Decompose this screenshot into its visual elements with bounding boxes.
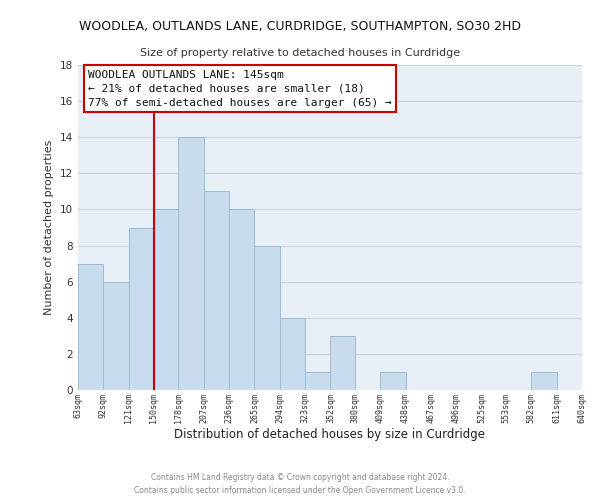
Y-axis label: Number of detached properties: Number of detached properties [44,140,55,315]
Bar [305,372,331,390]
Bar [331,336,355,390]
Bar [154,210,178,390]
Text: Size of property relative to detached houses in Curdridge: Size of property relative to detached ho… [140,48,460,58]
Bar [229,210,254,390]
Bar [380,372,406,390]
Bar [280,318,305,390]
Bar [254,246,280,390]
Text: Contains HM Land Registry data © Crown copyright and database right 2024.
Contai: Contains HM Land Registry data © Crown c… [134,474,466,495]
X-axis label: Distribution of detached houses by size in Curdridge: Distribution of detached houses by size … [175,428,485,442]
Bar [78,264,103,390]
Text: WOODLEA, OUTLANDS LANE, CURDRIDGE, SOUTHAMPTON, SO30 2HD: WOODLEA, OUTLANDS LANE, CURDRIDGE, SOUTH… [79,20,521,33]
Bar [128,228,154,390]
Bar [532,372,557,390]
Text: WOODLEA OUTLANDS LANE: 145sqm
← 21% of detached houses are smaller (18)
77% of s: WOODLEA OUTLANDS LANE: 145sqm ← 21% of d… [88,70,392,108]
Bar [178,137,204,390]
Bar [103,282,128,390]
Bar [204,192,229,390]
